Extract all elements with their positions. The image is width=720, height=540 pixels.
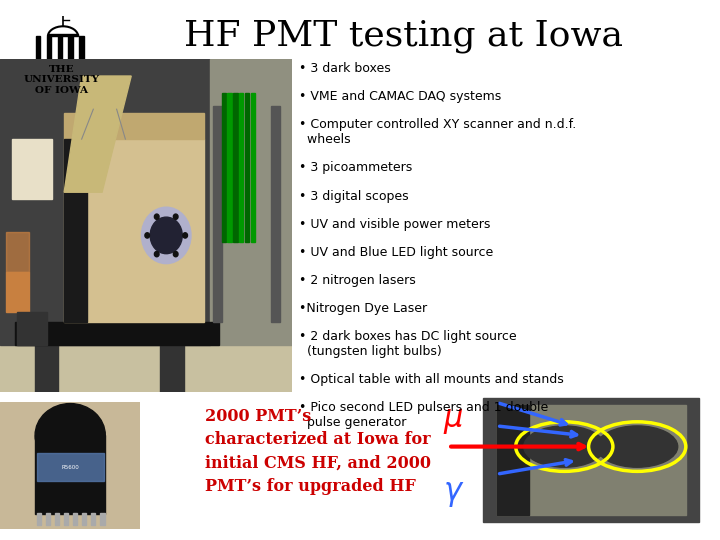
Bar: [35, 339, 58, 392]
Circle shape: [154, 252, 159, 256]
Bar: [0, 59, 210, 345]
Circle shape: [141, 207, 191, 264]
Circle shape: [145, 233, 150, 238]
Text: •Nitrogen Dye Laser: •Nitrogen Dye Laser: [299, 302, 427, 315]
Circle shape: [597, 426, 678, 467]
Bar: [64, 512, 68, 525]
Bar: [483, 399, 699, 522]
Bar: [68, 36, 73, 80]
Polygon shape: [64, 76, 131, 192]
Bar: [30, 85, 89, 90]
Bar: [73, 512, 77, 525]
Bar: [245, 92, 249, 242]
Text: • 2 nitrogen lasers: • 2 nitrogen lasers: [299, 274, 415, 287]
Bar: [100, 512, 104, 525]
Bar: [213, 106, 222, 322]
Bar: [6, 232, 30, 272]
Circle shape: [150, 217, 182, 254]
Bar: [222, 92, 226, 242]
Text: • 3 picoammeters: • 3 picoammeters: [299, 161, 412, 174]
Bar: [239, 92, 243, 242]
Text: • 3 dark boxes: • 3 dark boxes: [299, 62, 390, 75]
Text: • Optical table with all mounts and stands: • Optical table with all mounts and stan…: [299, 373, 564, 386]
Bar: [271, 106, 280, 322]
Bar: [64, 139, 88, 322]
Bar: [36, 36, 40, 80]
Text: $\gamma$: $\gamma$: [443, 480, 464, 509]
Bar: [210, 59, 292, 345]
Text: • 3 digital scopes: • 3 digital scopes: [299, 190, 408, 202]
Text: R5600: R5600: [61, 464, 79, 469]
Text: pulse generator: pulse generator: [299, 416, 406, 429]
Text: • Pico second LED pulsers and 1 double: • Pico second LED pulsers and 1 double: [299, 401, 548, 414]
Bar: [497, 405, 685, 515]
Text: wheels: wheels: [299, 133, 351, 146]
Bar: [17, 312, 47, 345]
Circle shape: [35, 403, 105, 467]
Bar: [45, 512, 50, 525]
Bar: [55, 512, 59, 525]
Bar: [12, 139, 53, 199]
Bar: [34, 80, 86, 85]
Bar: [233, 92, 238, 242]
Bar: [37, 453, 104, 481]
Circle shape: [183, 233, 187, 238]
Text: • UV and visible power meters: • UV and visible power meters: [299, 218, 490, 231]
Bar: [6, 272, 30, 312]
Text: • VME and CAMAC DAQ systems: • VME and CAMAC DAQ systems: [299, 90, 501, 103]
Bar: [82, 512, 86, 525]
Bar: [79, 36, 84, 80]
Circle shape: [523, 426, 605, 467]
Bar: [14, 322, 219, 345]
Bar: [251, 92, 255, 242]
Bar: [161, 339, 184, 392]
Bar: [58, 36, 62, 80]
Circle shape: [154, 214, 159, 219]
Text: (tungsten light bulbs): (tungsten light bulbs): [299, 345, 441, 358]
Bar: [497, 405, 529, 515]
Bar: [228, 92, 232, 242]
Bar: [47, 36, 51, 80]
Text: • 2 dark boxes has DC light source: • 2 dark boxes has DC light source: [299, 330, 516, 343]
Text: $\mu$: $\mu$: [443, 407, 463, 436]
Text: • Computer controlled XY scanner and n.d.f.: • Computer controlled XY scanner and n.d…: [299, 118, 576, 131]
Circle shape: [174, 214, 178, 219]
Text: HF PMT testing at Iowa: HF PMT testing at Iowa: [184, 19, 623, 53]
Bar: [64, 112, 204, 139]
Bar: [91, 512, 96, 525]
Circle shape: [174, 252, 178, 256]
Bar: [48, 34, 78, 36]
Text: • UV and Blue LED light source: • UV and Blue LED light source: [299, 246, 493, 259]
Bar: [64, 139, 204, 322]
Text: 2000 PMT’s
characterized at Iowa for
initial CMS HF, and 2000
PMT’s for upgraded: 2000 PMT’s characterized at Iowa for ini…: [205, 408, 431, 495]
Bar: [37, 512, 41, 525]
Text: THE
UNIVERSITY
OF IOWA: THE UNIVERSITY OF IOWA: [23, 65, 99, 94]
Bar: [35, 435, 105, 514]
Bar: [0, 345, 292, 392]
